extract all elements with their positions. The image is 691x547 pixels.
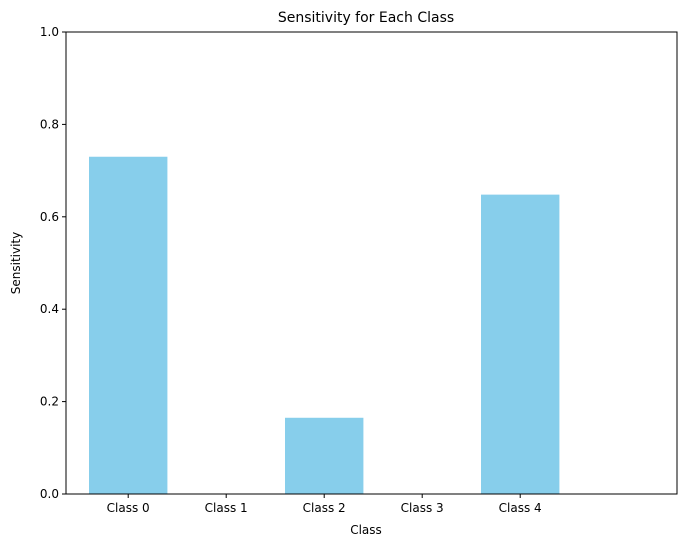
y-tick-label: 0.6 — [40, 210, 59, 224]
x-tick-label: Class 0 — [107, 501, 150, 515]
y-tick-label: 0.2 — [40, 395, 59, 409]
y-tick-label: 0.0 — [40, 487, 59, 501]
x-axis-label: Class — [350, 523, 382, 537]
bar-class-4 — [481, 194, 560, 494]
bar-class-0 — [89, 156, 168, 495]
x-tick-label: Class 3 — [401, 501, 444, 515]
x-axis-ticks: Class 0 Class 1 Class 2 Class 3 Class 4 — [107, 494, 542, 515]
x-tick-label: Class 4 — [499, 501, 542, 515]
y-axis-ticks: 0.0 0.2 0.4 0.6 0.8 1.0 — [40, 25, 66, 501]
y-axis-label: Sensitivity — [9, 232, 23, 294]
bar-class-2 — [285, 417, 364, 494]
bars-group — [89, 156, 560, 495]
y-tick-label: 0.8 — [40, 117, 59, 131]
chart-title: Sensitivity for Each Class — [278, 10, 454, 26]
x-tick-label: Class 1 — [205, 501, 248, 515]
y-tick-label: 1.0 — [40, 25, 59, 39]
plot-frame — [65, 31, 678, 495]
x-tick-label: Class 2 — [303, 501, 346, 515]
y-tick-label: 0.4 — [40, 302, 59, 316]
